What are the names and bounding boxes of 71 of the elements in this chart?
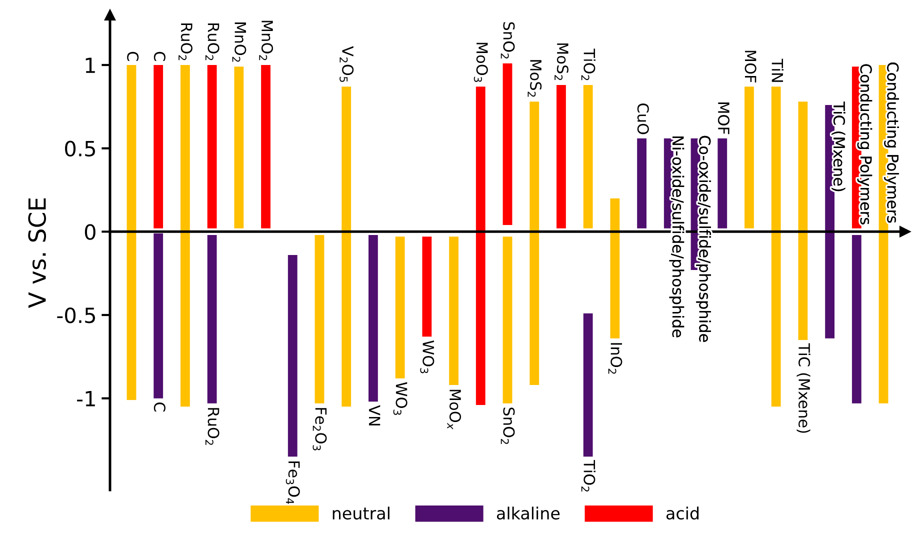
bar [502, 63, 512, 225]
annotation: C [154, 402, 166, 412]
annotation: MoS$_{2}$ [554, 43, 568, 80]
y-tick-label: 0 [84, 224, 96, 240]
annotation: CuO [637, 103, 649, 134]
bar [583, 313, 593, 457]
bar [288, 255, 298, 457]
annotation: SnO$_{2}$ [500, 408, 515, 444]
legend-label: acid [666, 506, 699, 520]
annotation: TiC (Mxene) [796, 343, 810, 433]
legend-label: alkaline [496, 506, 560, 520]
legend-label: neutral [332, 506, 390, 520]
annotation: Conducting Polymers [884, 62, 899, 223]
bar [395, 236, 405, 378]
bar [476, 86, 486, 405]
bar [180, 65, 190, 407]
y-tick-label: 1 [86, 58, 95, 73]
annotation: TiN [772, 58, 784, 82]
bar [798, 102, 808, 340]
annotation: Co-oxide/sulfide/phosphide [696, 136, 711, 342]
annotation: Fe$_{2}$O$_{3}$ [312, 408, 327, 450]
bar [154, 233, 164, 398]
annotation: InO$_{2}$ [608, 343, 622, 374]
bar [154, 65, 164, 228]
annotation: TiO$_{2}$ [581, 48, 596, 80]
annotation: RuO$_{2}$ [205, 408, 220, 445]
annotation: C [154, 52, 166, 61]
bar [207, 235, 217, 404]
annotation: MoS$_{2}$ [528, 60, 542, 97]
annotation: WO$_{3}$ [420, 340, 434, 374]
bar [342, 86, 352, 407]
bar [852, 235, 862, 404]
annotation: WO$_{3}$ [393, 382, 408, 415]
bar [234, 66, 244, 228]
annotation: Conducting Polymers [857, 64, 872, 224]
annotation: Fe$_{3}$O$_{4}$ [286, 462, 300, 504]
y-tick-label: 0.5 [65, 140, 95, 157]
annotation: MOF [744, 50, 756, 82]
annotation: V$_{2}$O$_{5}$ [340, 46, 354, 82]
y-tick-label: -0.5 [57, 307, 95, 324]
bar [718, 138, 728, 228]
annotation: MoO$_{x}$ [447, 390, 462, 430]
bar [449, 236, 458, 385]
bar [261, 65, 270, 228]
bar [637, 138, 646, 228]
annotation: MoO$_{3}$ [474, 42, 488, 82]
annotation: Ni-oxide/sulfide/phosphide [669, 136, 684, 338]
bar [530, 102, 540, 385]
annotation: VN [368, 405, 380, 426]
annotation: MOF [718, 102, 730, 134]
bar [314, 235, 324, 404]
annotation: RuO$_{2}$ [205, 23, 220, 60]
bar [556, 85, 566, 228]
bar [771, 86, 781, 407]
bar [207, 65, 217, 228]
bar [583, 85, 593, 228]
bar [368, 235, 378, 402]
annotation: TiC (Mxene) [832, 102, 846, 192]
bar [126, 65, 136, 400]
bar [502, 236, 512, 404]
bar [422, 236, 432, 337]
annotation: MnO$_{2}$ [232, 22, 246, 62]
bar [744, 86, 754, 228]
y-axis-title: V vs. SCE [28, 198, 46, 308]
annotation: SnO$_{2}$ [500, 22, 515, 58]
bar [610, 198, 620, 338]
annotation: RuO$_{2}$ [178, 23, 192, 60]
y-tick-label: -1 [77, 391, 95, 406]
annotation: TiO$_{2}$ [581, 460, 596, 492]
annotation: C [127, 52, 139, 61]
annotation: MnO$_{2}$ [259, 20, 274, 60]
